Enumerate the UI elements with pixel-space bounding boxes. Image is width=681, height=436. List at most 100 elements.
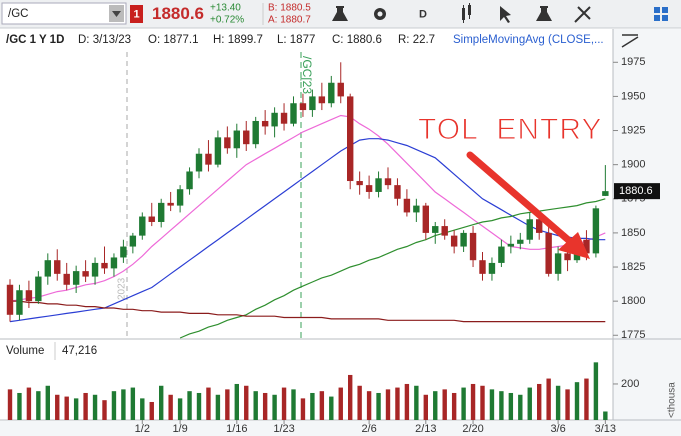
candle-body xyxy=(16,290,23,315)
candle-body xyxy=(167,202,174,206)
header-open: O: 1877.1 xyxy=(148,34,199,46)
y-tick-label: 1900 xyxy=(621,159,645,171)
volume-bar xyxy=(73,398,79,420)
volume-bar xyxy=(470,383,476,420)
candle-body xyxy=(129,235,137,247)
flask-icon[interactable] xyxy=(332,6,348,21)
volume-bar xyxy=(300,398,306,420)
volume-bar xyxy=(206,387,211,420)
volume-bar xyxy=(36,391,41,420)
volume-bar xyxy=(574,382,580,420)
volume-bar xyxy=(395,387,400,420)
candle-body xyxy=(583,239,590,254)
cursor-icon[interactable] xyxy=(500,6,511,23)
candle-body xyxy=(101,262,108,269)
year-label: 2023 xyxy=(117,277,128,300)
symbol-box[interactable] xyxy=(1,2,127,25)
volume-bar xyxy=(55,394,60,420)
candle-body xyxy=(205,153,212,165)
volume-bar xyxy=(499,391,504,420)
volume-bar xyxy=(537,383,542,420)
candle-body xyxy=(432,226,439,233)
quantity[interactable]: 1 xyxy=(133,8,139,20)
x-tick-label: 1/16 xyxy=(226,423,247,435)
volume-bar xyxy=(546,378,551,420)
candle-body xyxy=(44,260,51,277)
header-low: L: 1877 xyxy=(277,34,315,46)
volume-bar xyxy=(404,383,410,420)
y-tick-label: 1950 xyxy=(621,90,645,102)
volume-bar xyxy=(149,401,154,420)
x-tick-label: 1/9 xyxy=(172,423,187,435)
grid-icon[interactable] xyxy=(654,7,668,21)
style-icon[interactable] xyxy=(462,3,471,23)
header-symbol: /GC 1 Y 1D xyxy=(6,34,64,46)
volume-unit: <thousa xyxy=(667,382,678,418)
ask: A: 1880.7 xyxy=(268,15,311,26)
volume-bar xyxy=(26,387,32,420)
candle-body xyxy=(139,216,146,236)
candle-body xyxy=(384,178,392,186)
candle-body xyxy=(526,219,533,240)
settings-icon[interactable] xyxy=(374,8,386,20)
y-tick-label: 1925 xyxy=(621,124,645,136)
candle-body xyxy=(422,205,429,233)
candle-body xyxy=(460,232,467,247)
volume-bar xyxy=(253,391,258,420)
candle-body xyxy=(488,262,496,274)
candle-body xyxy=(148,216,155,222)
x-tick-label: 3/6 xyxy=(550,423,565,435)
candle-body xyxy=(554,253,562,274)
volume-bar xyxy=(593,362,599,420)
candle-body xyxy=(280,112,288,124)
candle-body xyxy=(545,232,552,274)
annotation: TOL ENTRY xyxy=(418,113,603,146)
volume-bar xyxy=(177,398,183,420)
volume-bar xyxy=(310,392,315,420)
candle-body xyxy=(186,171,193,190)
symbol[interactable]: /GC xyxy=(8,8,28,20)
y-tick-label: 1850 xyxy=(621,227,645,239)
moving-average xyxy=(9,114,606,302)
candle-body xyxy=(517,239,524,244)
change-pct: +0.72% xyxy=(210,15,244,26)
drawing-icon[interactable] xyxy=(574,6,591,23)
candle-body xyxy=(328,82,335,104)
header-close: C: 1880.6 xyxy=(332,34,382,46)
volume-tick-label: 200 xyxy=(621,378,639,390)
volume-bar xyxy=(329,396,334,420)
studies-icon[interactable] xyxy=(536,6,552,21)
last-price: 1880.6 xyxy=(152,4,204,23)
candle-body xyxy=(176,189,184,206)
volume-bar xyxy=(489,389,495,420)
price-pane xyxy=(0,29,613,339)
volume-bar xyxy=(291,389,296,420)
volume-bar xyxy=(7,389,13,420)
y-tick-label: 1975 xyxy=(621,56,645,68)
volume-bar xyxy=(385,389,391,420)
candle-body xyxy=(450,235,458,247)
volume-bar xyxy=(603,411,608,420)
x-tick-label: 1/2 xyxy=(135,423,150,435)
candle-body xyxy=(82,271,89,277)
price-axis xyxy=(613,29,681,436)
link-box[interactable] xyxy=(130,5,143,23)
y-tick-label: 1825 xyxy=(621,261,645,273)
aggregation[interactable]: D xyxy=(419,8,427,20)
candle-body xyxy=(592,208,600,254)
candle-body xyxy=(602,191,609,196)
volume-bar xyxy=(451,392,457,420)
candle-body xyxy=(394,185,401,199)
candle-body xyxy=(441,226,448,236)
candle-body xyxy=(72,271,80,285)
moving-average xyxy=(10,300,606,323)
moving-average xyxy=(9,138,606,323)
x-tick-label: 3/13 xyxy=(595,423,616,435)
candle-body xyxy=(195,153,203,172)
style-toggle[interactable] xyxy=(621,34,639,48)
candle-body xyxy=(91,262,99,277)
bid: B: 1880.5 xyxy=(268,3,311,14)
study-label[interactable]: SimpleMovingAvg (CLOSE,... xyxy=(453,34,604,46)
volume-bar xyxy=(555,385,561,420)
candle-body xyxy=(214,137,222,165)
